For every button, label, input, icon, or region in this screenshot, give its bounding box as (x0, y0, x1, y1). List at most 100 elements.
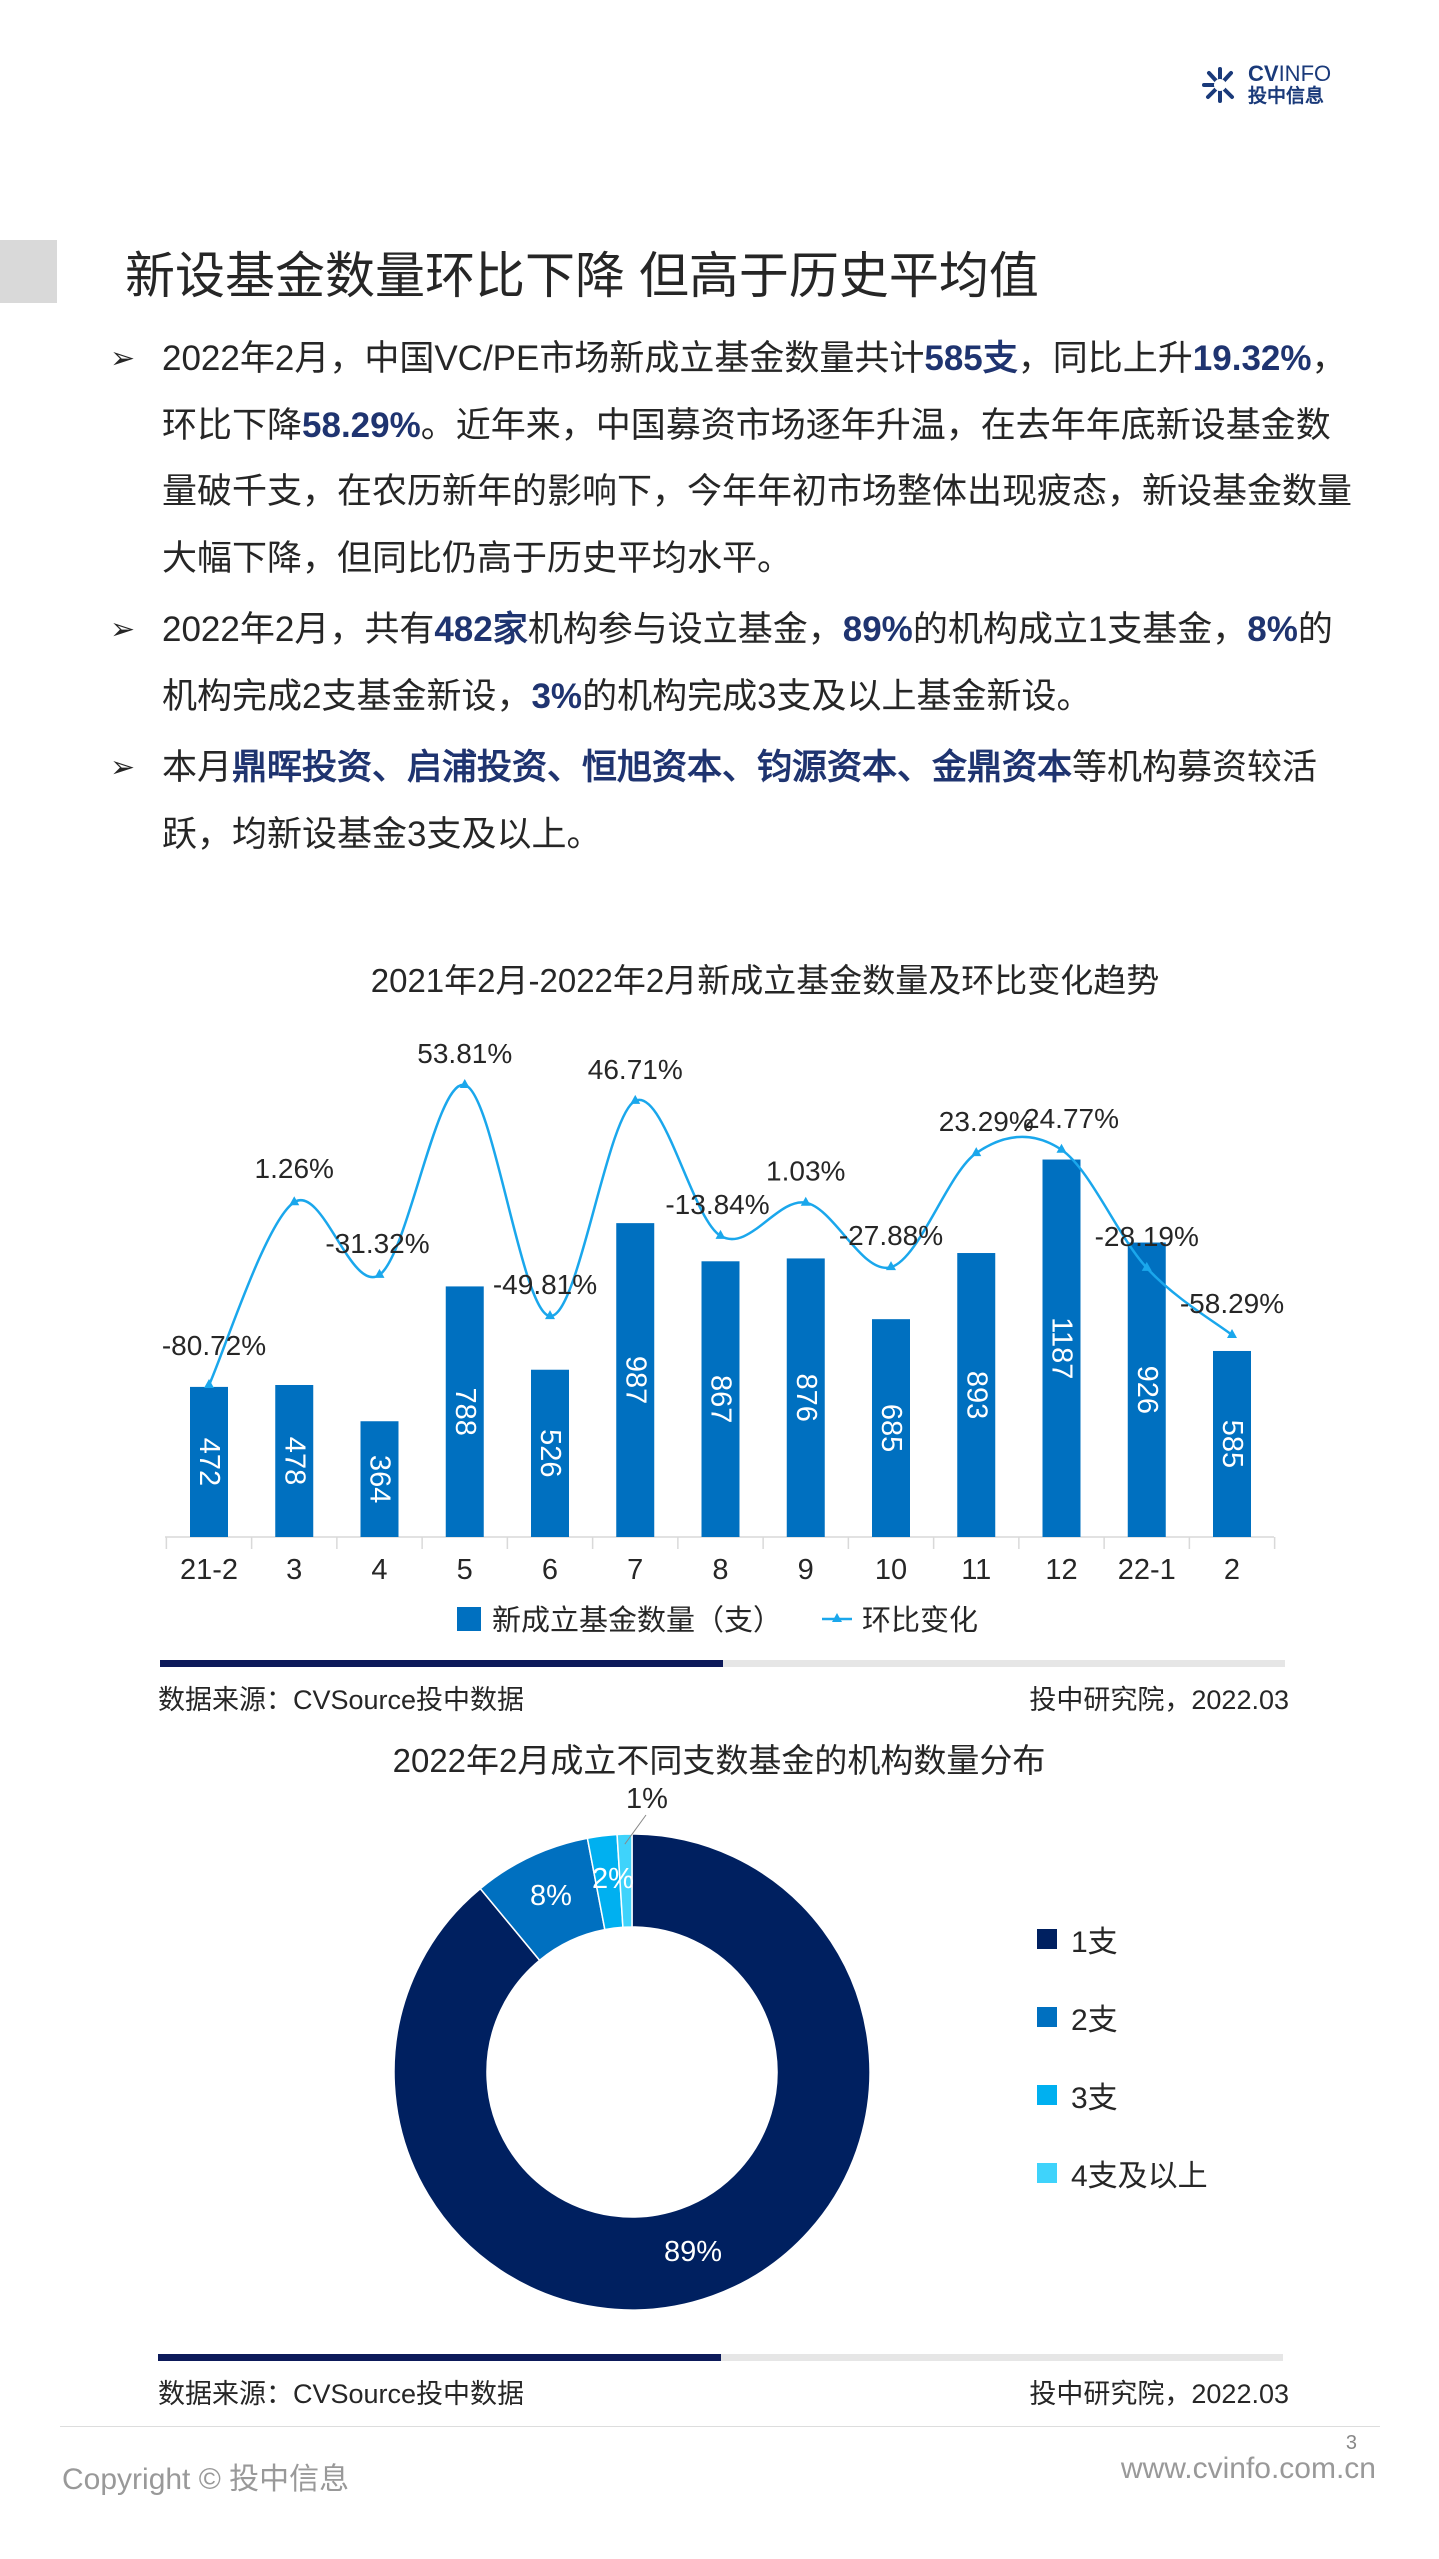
highlight-text: 585支 (924, 339, 1018, 378)
line-marker (630, 1094, 641, 1104)
arrow-bullet-icon: ➢ (110, 342, 136, 375)
x-tick-label: 5 (457, 1554, 473, 1586)
chart-title: 2022年2月成立不同支数基金的机构数量分布 (393, 1742, 1046, 1779)
legend-item: 2支 (1037, 1978, 1208, 2056)
cvinfo-logo: CVINFO 投中信息 (1200, 62, 1331, 108)
highlight-text: 89% (842, 610, 913, 649)
highlight-text: 58.29% (302, 405, 421, 445)
body-text: ，同比上升 (1017, 339, 1193, 378)
legend-swatch (1037, 2085, 1057, 2105)
highlight-text: 8% (1247, 610, 1298, 649)
line-value-label: 24.77% (1024, 1103, 1119, 1134)
body-text: 2022年2月，共有 (162, 610, 435, 649)
body-text: 机构参与设立基金， (527, 610, 843, 649)
body-text: ，环比下降 (162, 339, 1347, 445)
x-tick-label: 8 (712, 1554, 728, 1586)
page-title: 新设基金数量环比下降 但高于历史平均值 (125, 248, 1039, 304)
body-text: 。近年来，中国募资市场逐年升温，在去年年底新设基金数量破千支，在农历新年的影响下… (162, 405, 1353, 578)
body-text: 2022年2月，中国VC/PE市场新成立基金数量共计 (162, 339, 925, 378)
logo-burst-icon (1202, 67, 1234, 103)
legend-label: 3支 (1071, 2082, 1118, 2115)
slice-label: 8% (530, 1880, 572, 1912)
x-tick-label: 10 (875, 1554, 907, 1586)
bar (445, 1286, 484, 1537)
bar-value-label: 472 (193, 1438, 225, 1486)
logo-text-cn: 投中信息 (1248, 86, 1325, 107)
bar (275, 1384, 314, 1537)
legend-line-label: 环比变化 (862, 1604, 978, 1637)
copyright: Copyright © 投中信息 (62, 2463, 350, 2496)
pie-legend: 1支 2支 3支 4支及以上 (1037, 1900, 1208, 2212)
bar-value-label: 867 (705, 1375, 737, 1423)
line-value-label: -28.19% (1095, 1221, 1199, 1252)
source-text: 数据来源：CVSource投中数据 (158, 1685, 525, 1715)
x-tick-label: 6 (542, 1554, 558, 1586)
line-marker (1227, 1328, 1237, 1338)
body-text: 等机构募资较活跃，均新设基金3支及以上。 (162, 748, 1318, 854)
line-value-label: 1.03% (766, 1156, 845, 1187)
bar-line-chart: 2021年2月-2022年2月新成立基金数量及环比变化趋势47221-24783… (162, 962, 1284, 1637)
bar (1127, 1242, 1166, 1537)
bar (786, 1258, 825, 1537)
legend-item: 4支及以上 (1037, 2134, 1208, 2212)
arrow-bullet-icon: ➢ (110, 613, 136, 646)
source-bar-accent (160, 1660, 723, 1667)
bar-value-label: 876 (790, 1374, 822, 1422)
slice-label: 2% (592, 1863, 634, 1895)
line-value-label: -31.32% (325, 1228, 429, 1259)
highlight-text: 3% (531, 676, 583, 716)
line-marker (1141, 1261, 1152, 1271)
bar-value-label: 788 (449, 1388, 481, 1436)
x-tick-label: 12 (1045, 1554, 1077, 1586)
x-tick-label: 22-1 (1118, 1554, 1176, 1586)
line-marker (289, 1196, 300, 1206)
line-value-label: 53.81% (417, 1038, 512, 1069)
legend-item: 3支 (1037, 2056, 1208, 2134)
bar (360, 1421, 399, 1537)
line-value-label: -58.29% (1180, 1288, 1284, 1319)
line-value-label: -49.81% (493, 1269, 597, 1300)
bar-value-label: 364 (364, 1455, 396, 1503)
body-text: 的机构完成3支及以上基金新设。 (582, 676, 1092, 716)
title-accent-block (0, 240, 57, 303)
bar (190, 1386, 228, 1537)
line-marker (545, 1310, 555, 1320)
legend-bar-label: 新成立基金数量（支） (492, 1604, 782, 1637)
legend-label: 2支 (1071, 2004, 1118, 2037)
line-value-label: 1.26% (255, 1153, 334, 1184)
logo-text-info: INFO (1278, 61, 1332, 86)
source-bar-accent (158, 2354, 721, 2361)
arrow-bullet-icon: ➢ (110, 751, 136, 784)
website-link[interactable]: www.cvinfo.com.cn (1120, 2452, 1376, 2485)
legend-swatch (1037, 2007, 1057, 2027)
line-marker (459, 1079, 470, 1089)
bar-value-label: 478 (278, 1437, 310, 1485)
bar-value-label: 926 (1131, 1366, 1163, 1414)
bar (1042, 1159, 1081, 1537)
line-marker (800, 1196, 811, 1206)
source-bar-rest (723, 1660, 1285, 1667)
x-tick-label: 2 (1224, 1554, 1240, 1586)
highlight-text: 鼎晖投资、启浦投资、恒旭资本、钧源资本、金鼎资本 (232, 748, 1073, 787)
highlight-text: 482家 (434, 610, 528, 649)
slice-label: 1% (626, 1783, 668, 1815)
bar-value-label: 585 (1216, 1420, 1248, 1468)
page-number: 3 (1345, 2432, 1357, 2454)
bar (701, 1261, 740, 1537)
bullet-item: ➢ 本月鼎晖投资、启浦投资、恒旭资本、钧源资本、金鼎资本等机构募资较活跃，均新设基… (110, 735, 1360, 868)
footer-divider (60, 2426, 1380, 2427)
source-publisher: 投中研究院，2022.03 (1029, 2379, 1289, 2409)
bar-value-label: 987 (619, 1356, 651, 1404)
bullet-list: ➢ 2022年2月，中国VC/PE市场新成立基金数量共计585支，同比上升19.3… (110, 326, 1360, 873)
line-value-label: -80.72% (162, 1330, 266, 1361)
body-text: 本月 (162, 748, 233, 787)
donut-slice (393, 1833, 871, 2311)
line-marker (374, 1268, 385, 1278)
bar-value-label: 526 (534, 1429, 566, 1477)
chart-title: 2021年2月-2022年2月新成立基金数量及环比变化趋势 (371, 962, 1160, 999)
legend-line-marker (832, 1613, 842, 1622)
highlight-text: 19.32% (1192, 339, 1312, 378)
logo-text-cv: CV (1248, 61, 1279, 86)
bar-value-label: 685 (875, 1404, 907, 1452)
bar (531, 1369, 569, 1537)
